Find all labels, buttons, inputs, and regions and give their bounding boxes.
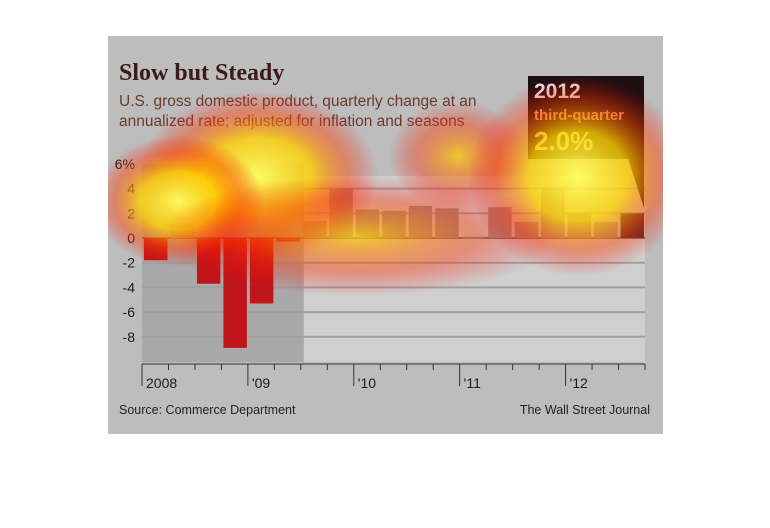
y-tick-label: -2 [123, 255, 136, 271]
bar-2009-q1 [249, 238, 274, 304]
credit-note: The Wall Street Journal [519, 403, 650, 417]
bar-2010-q3 [408, 205, 433, 238]
callout-box: 2012 third-quarter 2.0% [528, 76, 644, 159]
y-tick-label: -6 [123, 304, 136, 320]
y-tick-label: 2 [127, 205, 135, 221]
x-year-label: 2008 [146, 375, 177, 391]
bar-2008-q4 [223, 238, 247, 348]
callout-value: 2.0% [534, 126, 594, 156]
recession-label: Recession [184, 171, 245, 186]
y-tick-label: -4 [123, 279, 136, 295]
bar-2010-q1 [355, 209, 380, 238]
bar-2008-q3 [196, 238, 221, 284]
y-tick-label: 4 [127, 181, 135, 197]
y-tick-label: 6% [115, 156, 135, 172]
x-year-label: '10 [358, 375, 376, 391]
bar-2011-q2 [488, 207, 512, 238]
y-tick-label: -8 [123, 329, 136, 345]
bar-2009-q3 [302, 220, 327, 238]
x-year-label: '12 [570, 375, 588, 391]
bar-2010-q2 [382, 210, 406, 238]
y-tick-label: 0 [127, 230, 135, 246]
bar-2008-q2 [170, 221, 194, 238]
bar-2012-q1 [567, 213, 592, 238]
source-note: Source: Commerce Department [119, 403, 296, 417]
bar-2009-q4 [329, 188, 353, 238]
callout-label: third-quarter [534, 107, 624, 124]
bar-2012-q3 [620, 213, 644, 238]
callout-year: 2012 [534, 80, 581, 103]
bar-2011-q3 [514, 221, 539, 238]
x-year-label: '09 [252, 375, 270, 391]
bar-2011-q4 [541, 187, 565, 238]
chart-card: Slow but Steady U.S. gross domestic prod… [108, 36, 663, 434]
chart-title: Slow but Steady [119, 60, 285, 86]
bar-2008-q1 [144, 238, 168, 261]
bar-2011-q1 [461, 236, 486, 239]
x-year-label: '11 [464, 375, 481, 391]
bar-2009-q2 [276, 238, 300, 242]
bar-2010-q4 [435, 208, 459, 238]
bar-2012-q2 [594, 221, 618, 238]
